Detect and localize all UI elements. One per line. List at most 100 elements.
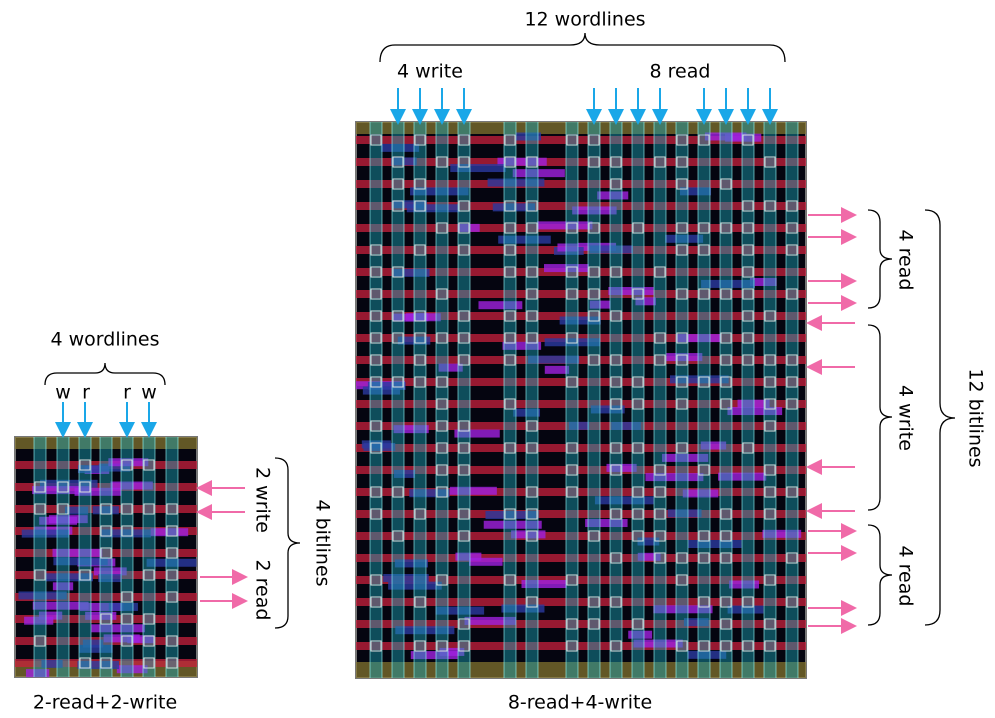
via — [436, 398, 448, 410]
metal-row — [15, 549, 197, 557]
poly-col — [632, 122, 644, 678]
poly-col — [143, 437, 155, 677]
via — [632, 398, 644, 410]
via — [654, 332, 666, 344]
via — [566, 486, 578, 498]
via — [504, 332, 516, 344]
via — [166, 635, 178, 647]
metal-seg — [515, 132, 542, 141]
via — [414, 332, 426, 344]
via — [458, 156, 470, 168]
via — [458, 640, 470, 652]
metal-row — [356, 598, 806, 606]
via — [392, 530, 404, 542]
via — [436, 420, 448, 432]
metal-seg — [464, 616, 516, 625]
metal-seg — [594, 496, 654, 505]
metal-seg — [64, 506, 89, 515]
via — [632, 376, 644, 388]
via — [786, 200, 798, 212]
metal-seg — [687, 650, 727, 659]
via — [458, 354, 470, 366]
bitlines-label: 4 bitlines — [312, 499, 334, 586]
metal-seg — [98, 463, 131, 472]
via — [100, 547, 112, 559]
metal-seg — [485, 511, 539, 520]
metal-row — [356, 400, 806, 408]
via — [610, 376, 622, 388]
brace — [924, 209, 956, 626]
metal-seg — [383, 573, 429, 582]
via — [100, 657, 112, 669]
via — [392, 332, 404, 344]
via — [654, 508, 666, 520]
via — [676, 178, 688, 190]
metal-row — [356, 312, 806, 320]
via — [698, 134, 710, 146]
via — [610, 596, 622, 608]
via — [698, 376, 710, 388]
via — [720, 332, 732, 344]
via — [392, 266, 404, 278]
via — [764, 640, 776, 652]
wordline-label: w — [55, 382, 71, 404]
metal-seg — [455, 552, 482, 561]
metal-seg — [492, 203, 536, 212]
via — [392, 376, 404, 388]
metal-row — [356, 620, 806, 628]
via — [786, 354, 798, 366]
via — [698, 530, 710, 542]
via — [504, 354, 516, 366]
metal-seg — [406, 204, 460, 213]
metal-row — [356, 290, 806, 298]
via — [610, 310, 622, 322]
wordline-label: r — [82, 382, 90, 404]
metal-row — [15, 593, 197, 601]
metal-row — [356, 202, 806, 210]
via — [370, 266, 382, 278]
metal-seg — [512, 169, 565, 178]
via — [79, 569, 91, 581]
poly-col — [566, 122, 578, 678]
via — [676, 134, 688, 146]
via — [786, 596, 798, 608]
metal-seg — [82, 639, 104, 648]
via — [370, 486, 382, 498]
metal-row — [356, 356, 806, 364]
poly-col — [436, 122, 448, 678]
metal-seg — [676, 334, 721, 343]
via — [392, 178, 404, 190]
via — [610, 398, 622, 410]
via — [526, 266, 538, 278]
via — [34, 481, 46, 493]
metal-seg — [410, 187, 469, 196]
via — [742, 244, 754, 256]
metal-row — [356, 466, 806, 474]
metal-seg — [729, 580, 759, 589]
wordline-label: w — [141, 382, 157, 404]
via — [610, 464, 622, 476]
via — [34, 503, 46, 515]
metal-seg — [110, 481, 153, 490]
via — [370, 244, 382, 256]
via — [458, 464, 470, 476]
via — [526, 288, 538, 300]
metal-seg — [662, 453, 709, 462]
wordline-label: r — [123, 382, 131, 404]
via — [504, 222, 516, 234]
via — [458, 508, 470, 520]
poly-col — [504, 122, 516, 678]
via — [166, 547, 178, 559]
metal-seg — [367, 381, 406, 390]
via — [121, 635, 133, 647]
via — [720, 596, 732, 608]
via — [504, 574, 516, 586]
metal-seg — [416, 313, 441, 322]
metal-seg — [454, 429, 500, 438]
via — [458, 332, 470, 344]
brace — [867, 209, 893, 309]
metal-seg — [468, 557, 503, 566]
via — [392, 310, 404, 322]
via — [632, 288, 644, 300]
via — [414, 200, 426, 212]
